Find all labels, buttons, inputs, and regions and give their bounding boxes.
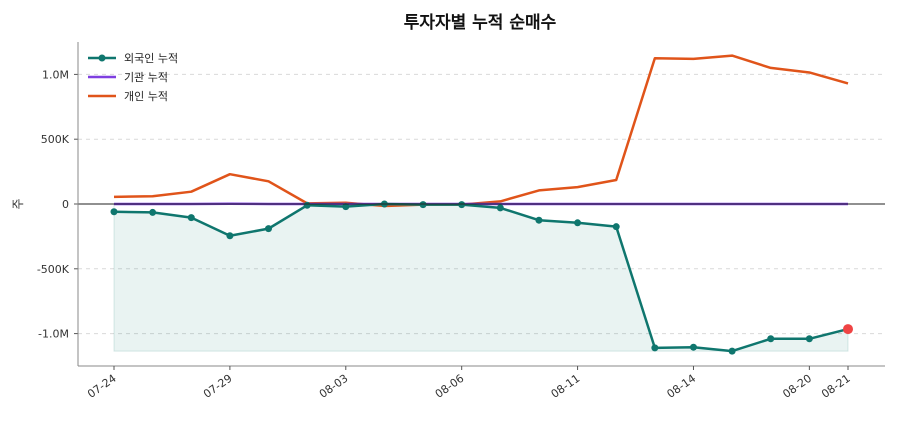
data-point [111, 208, 118, 215]
data-point [574, 219, 581, 226]
y-tick-label: -1.0M [38, 328, 69, 341]
data-point [690, 344, 697, 351]
y-tick-label: 1.0M [42, 68, 69, 81]
data-point [613, 223, 620, 230]
data-point [149, 209, 156, 216]
data-point [535, 217, 542, 224]
data-point [767, 335, 774, 342]
x-tick-label: 08-11 [549, 372, 583, 401]
y-tick-label: 0 [62, 198, 69, 211]
x-tick-label: 08-21 [819, 372, 853, 401]
legend-marker [99, 55, 106, 62]
chart-title: 투자자별 누적 순매수 [404, 13, 557, 33]
data-point [651, 344, 658, 351]
data-point [304, 202, 311, 209]
data-point [497, 204, 504, 211]
fill-layer [114, 204, 848, 351]
x-tick-label: 08-06 [433, 372, 467, 401]
legend-label: 개인 누적 [124, 90, 168, 103]
y-tick-label: -500K [37, 263, 70, 276]
y-tick-label: 500K [41, 133, 70, 146]
legend-label: 기관 누적 [124, 71, 168, 84]
x-tick-label: 07-24 [85, 372, 119, 401]
x-tick-label: 08-14 [665, 372, 699, 401]
x-tick-label: 07-29 [201, 372, 235, 401]
legend-label: 외국인 누적 [124, 52, 178, 65]
data-point [729, 348, 736, 355]
data-point [188, 214, 195, 221]
last-point-marker [843, 324, 853, 334]
data-point [420, 201, 427, 208]
data-point [806, 335, 813, 342]
data-point [265, 225, 272, 232]
data-point [226, 232, 233, 239]
y-axis-label: 주 [11, 198, 25, 209]
data-point [458, 201, 465, 208]
series-line [114, 56, 848, 206]
x-tick-label: 08-20 [780, 372, 814, 401]
x-tick-label: 08-03 [317, 372, 351, 401]
series-area-fill [114, 204, 848, 351]
